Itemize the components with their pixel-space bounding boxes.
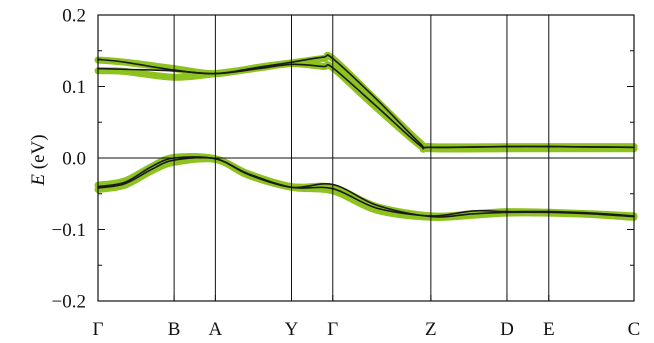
x-tick-label: Y	[285, 319, 299, 340]
reference-band-line	[94, 60, 638, 153]
tick-layer: Γ B A Y Γ Z D E C 0.2 0.1 0.0 −0.1 −0.2	[52, 6, 641, 341]
x-tick-label: Z	[425, 319, 437, 340]
x-tick-label: B	[168, 319, 181, 340]
y-tick-label: −0.2	[52, 292, 86, 313]
x-tick-label: E	[543, 319, 555, 340]
x-tick-label: Γ	[93, 319, 104, 340]
y-tick-label: −0.1	[52, 220, 86, 241]
series-layer	[94, 51, 638, 221]
x-tick-label: C	[628, 319, 641, 340]
y-tick-label: 0.0	[62, 149, 86, 170]
x-tick-label: Γ	[327, 319, 338, 340]
reference-band-line	[94, 155, 638, 221]
y-axis-label: E (eV)	[28, 134, 49, 186]
y-axis-unit: (eV)	[28, 134, 49, 174]
x-tick-label: D	[500, 319, 514, 340]
y-tick-label: 0.2	[62, 6, 86, 27]
y-axis-symbol: E	[28, 174, 49, 187]
x-tick-label: A	[209, 319, 223, 340]
y-tick-label: 0.1	[62, 77, 86, 98]
